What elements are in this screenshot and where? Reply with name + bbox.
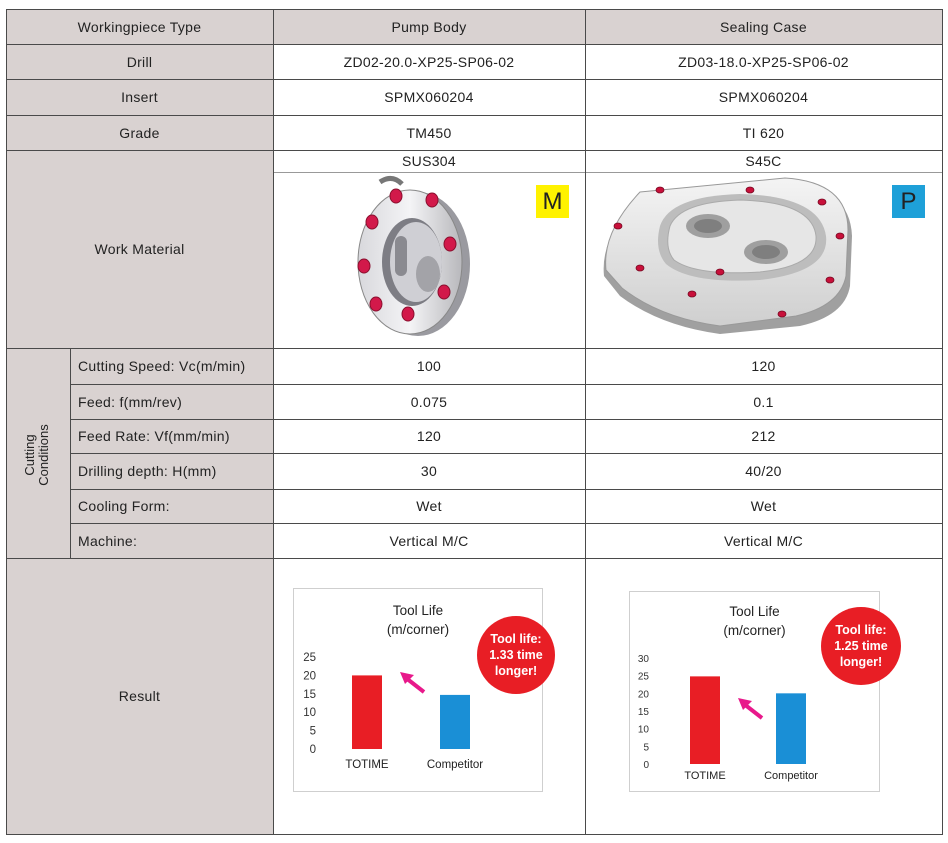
cutting-speed-pump: 100 — [416, 358, 442, 374]
grade-value-sealing: TI 620 — [742, 124, 785, 141]
y-tick-label: 30 — [638, 654, 650, 665]
drilling-depth-label: Drilling depth: H(mm) — [70, 453, 273, 489]
chart2-callout: Tool life: 1.25 time longer! — [821, 607, 901, 685]
machine-pump: Vertical M/C — [389, 532, 469, 549]
category-label: TOTIME — [345, 759, 389, 771]
row-label-grade: Grade — [6, 115, 273, 150]
bar-competitor — [776, 693, 806, 764]
material-name-sealing: S45C — [745, 153, 782, 169]
category-label: Competitor — [764, 770, 818, 782]
feed-rate-label: Feed Rate: Vf(mm/min) — [70, 419, 273, 453]
pump-body-image — [357, 176, 470, 336]
header-workingpiece-type: Workingpiece Type — [6, 9, 273, 44]
chart1-arrow-icon — [400, 672, 426, 694]
row-label-work-material: Work Material — [6, 150, 273, 348]
cutting-conditions-label: Cutting Conditions — [22, 405, 53, 505]
feed-label: Feed: f(mm/rev) — [70, 384, 273, 419]
chart2-callout-line1: Tool life: — [835, 623, 887, 637]
machine-label: Machine: — [70, 523, 273, 558]
chart2-callout-line2: 1.25 time — [834, 639, 888, 653]
chart2-title: Tool Life — [729, 604, 780, 619]
category-label: Competitor — [427, 759, 483, 771]
cooling-form-pump: Wet — [416, 498, 442, 514]
y-tick-label: 5 — [643, 742, 649, 753]
chart2-callout-line3: longer! — [839, 655, 883, 669]
y-tick-label: 25 — [638, 672, 650, 683]
header-sealing-case: Sealing Case — [585, 9, 942, 44]
y-tick-label: 0 — [643, 760, 649, 771]
cutting-conditions-group — [6, 348, 70, 558]
row-label-drill: Drill — [6, 44, 273, 79]
chart1-callout-line3: longer! — [494, 664, 538, 678]
bar-competitor — [440, 694, 470, 749]
y-tick-label: 20 — [638, 689, 650, 700]
y-tick-label: 25 — [303, 652, 316, 664]
y-tick-label: 20 — [303, 670, 316, 682]
cutting-label-line2: Conditions — [36, 424, 51, 486]
row-label-result: Result — [6, 558, 273, 834]
bar-totime — [352, 675, 382, 749]
y-tick-label: 10 — [638, 725, 650, 736]
category-label: TOTIME — [684, 770, 725, 782]
drilling-depth-pump: 30 — [420, 463, 438, 479]
cutting-speed-sealing: 120 — [751, 358, 776, 374]
material-class-badge-m: M — [536, 185, 569, 218]
bar-totime — [690, 676, 720, 764]
feed-pump: 0.075 — [410, 393, 448, 410]
chart1-subtitle: (m/corner) — [386, 622, 450, 637]
y-tick-label: 15 — [638, 707, 650, 718]
y-tick-label: 0 — [310, 744, 316, 756]
cooling-form-sealing: Wet — [750, 498, 777, 514]
machine-sealing: Vertical M/C — [723, 532, 804, 549]
drill-value-pump: ZD02-20.0-XP25-SP06-02 — [343, 53, 515, 70]
drilling-depth-sealing: 40/20 — [745, 463, 782, 479]
material-class-badge-p: P — [892, 185, 925, 218]
chart2-subtitle: (m/corner) — [723, 623, 786, 638]
insert-value-pump: SPMX060204 — [384, 89, 474, 105]
cutting-label-line1: Cutting — [22, 434, 37, 476]
feed-sealing: 0.1 — [753, 393, 774, 410]
material-name-pump: SUS304 — [402, 153, 456, 169]
sealing-case-image — [603, 177, 852, 334]
feed-rate-sealing: 212 — [751, 428, 776, 444]
chart2-arrow-icon — [738, 698, 764, 720]
chart1-callout-line2: 1.33 time — [489, 648, 543, 662]
cooling-form-label: Cooling Form: — [70, 489, 273, 523]
drill-value-sealing: ZD03-18.0-XP25-SP06-02 — [678, 53, 849, 70]
chart1-title: Tool Life — [392, 603, 444, 618]
feed-rate-pump: 120 — [416, 428, 442, 444]
y-tick-label: 10 — [303, 707, 316, 719]
chart1-callout: Tool life: 1.33 time longer! — [477, 616, 555, 694]
chart2-plot: 0 5 10 15 20 25 30 TOTIME Competitor — [638, 654, 818, 782]
y-tick-label: 15 — [303, 689, 316, 701]
header-pump-body: Pump Body — [273, 9, 585, 44]
chart1-plot: 0 5 10 15 20 25 TOTIME Competitor — [303, 652, 483, 771]
grade-value-pump: TM450 — [406, 124, 452, 141]
insert-value-sealing: SPMX060204 — [718, 89, 809, 105]
cutting-speed-label: Cutting Speed: Vc(m/min) — [70, 348, 273, 384]
row-label-insert: Insert — [6, 79, 273, 115]
y-tick-label: 5 — [310, 726, 316, 738]
chart1-callout-line1: Tool life: — [490, 632, 542, 646]
